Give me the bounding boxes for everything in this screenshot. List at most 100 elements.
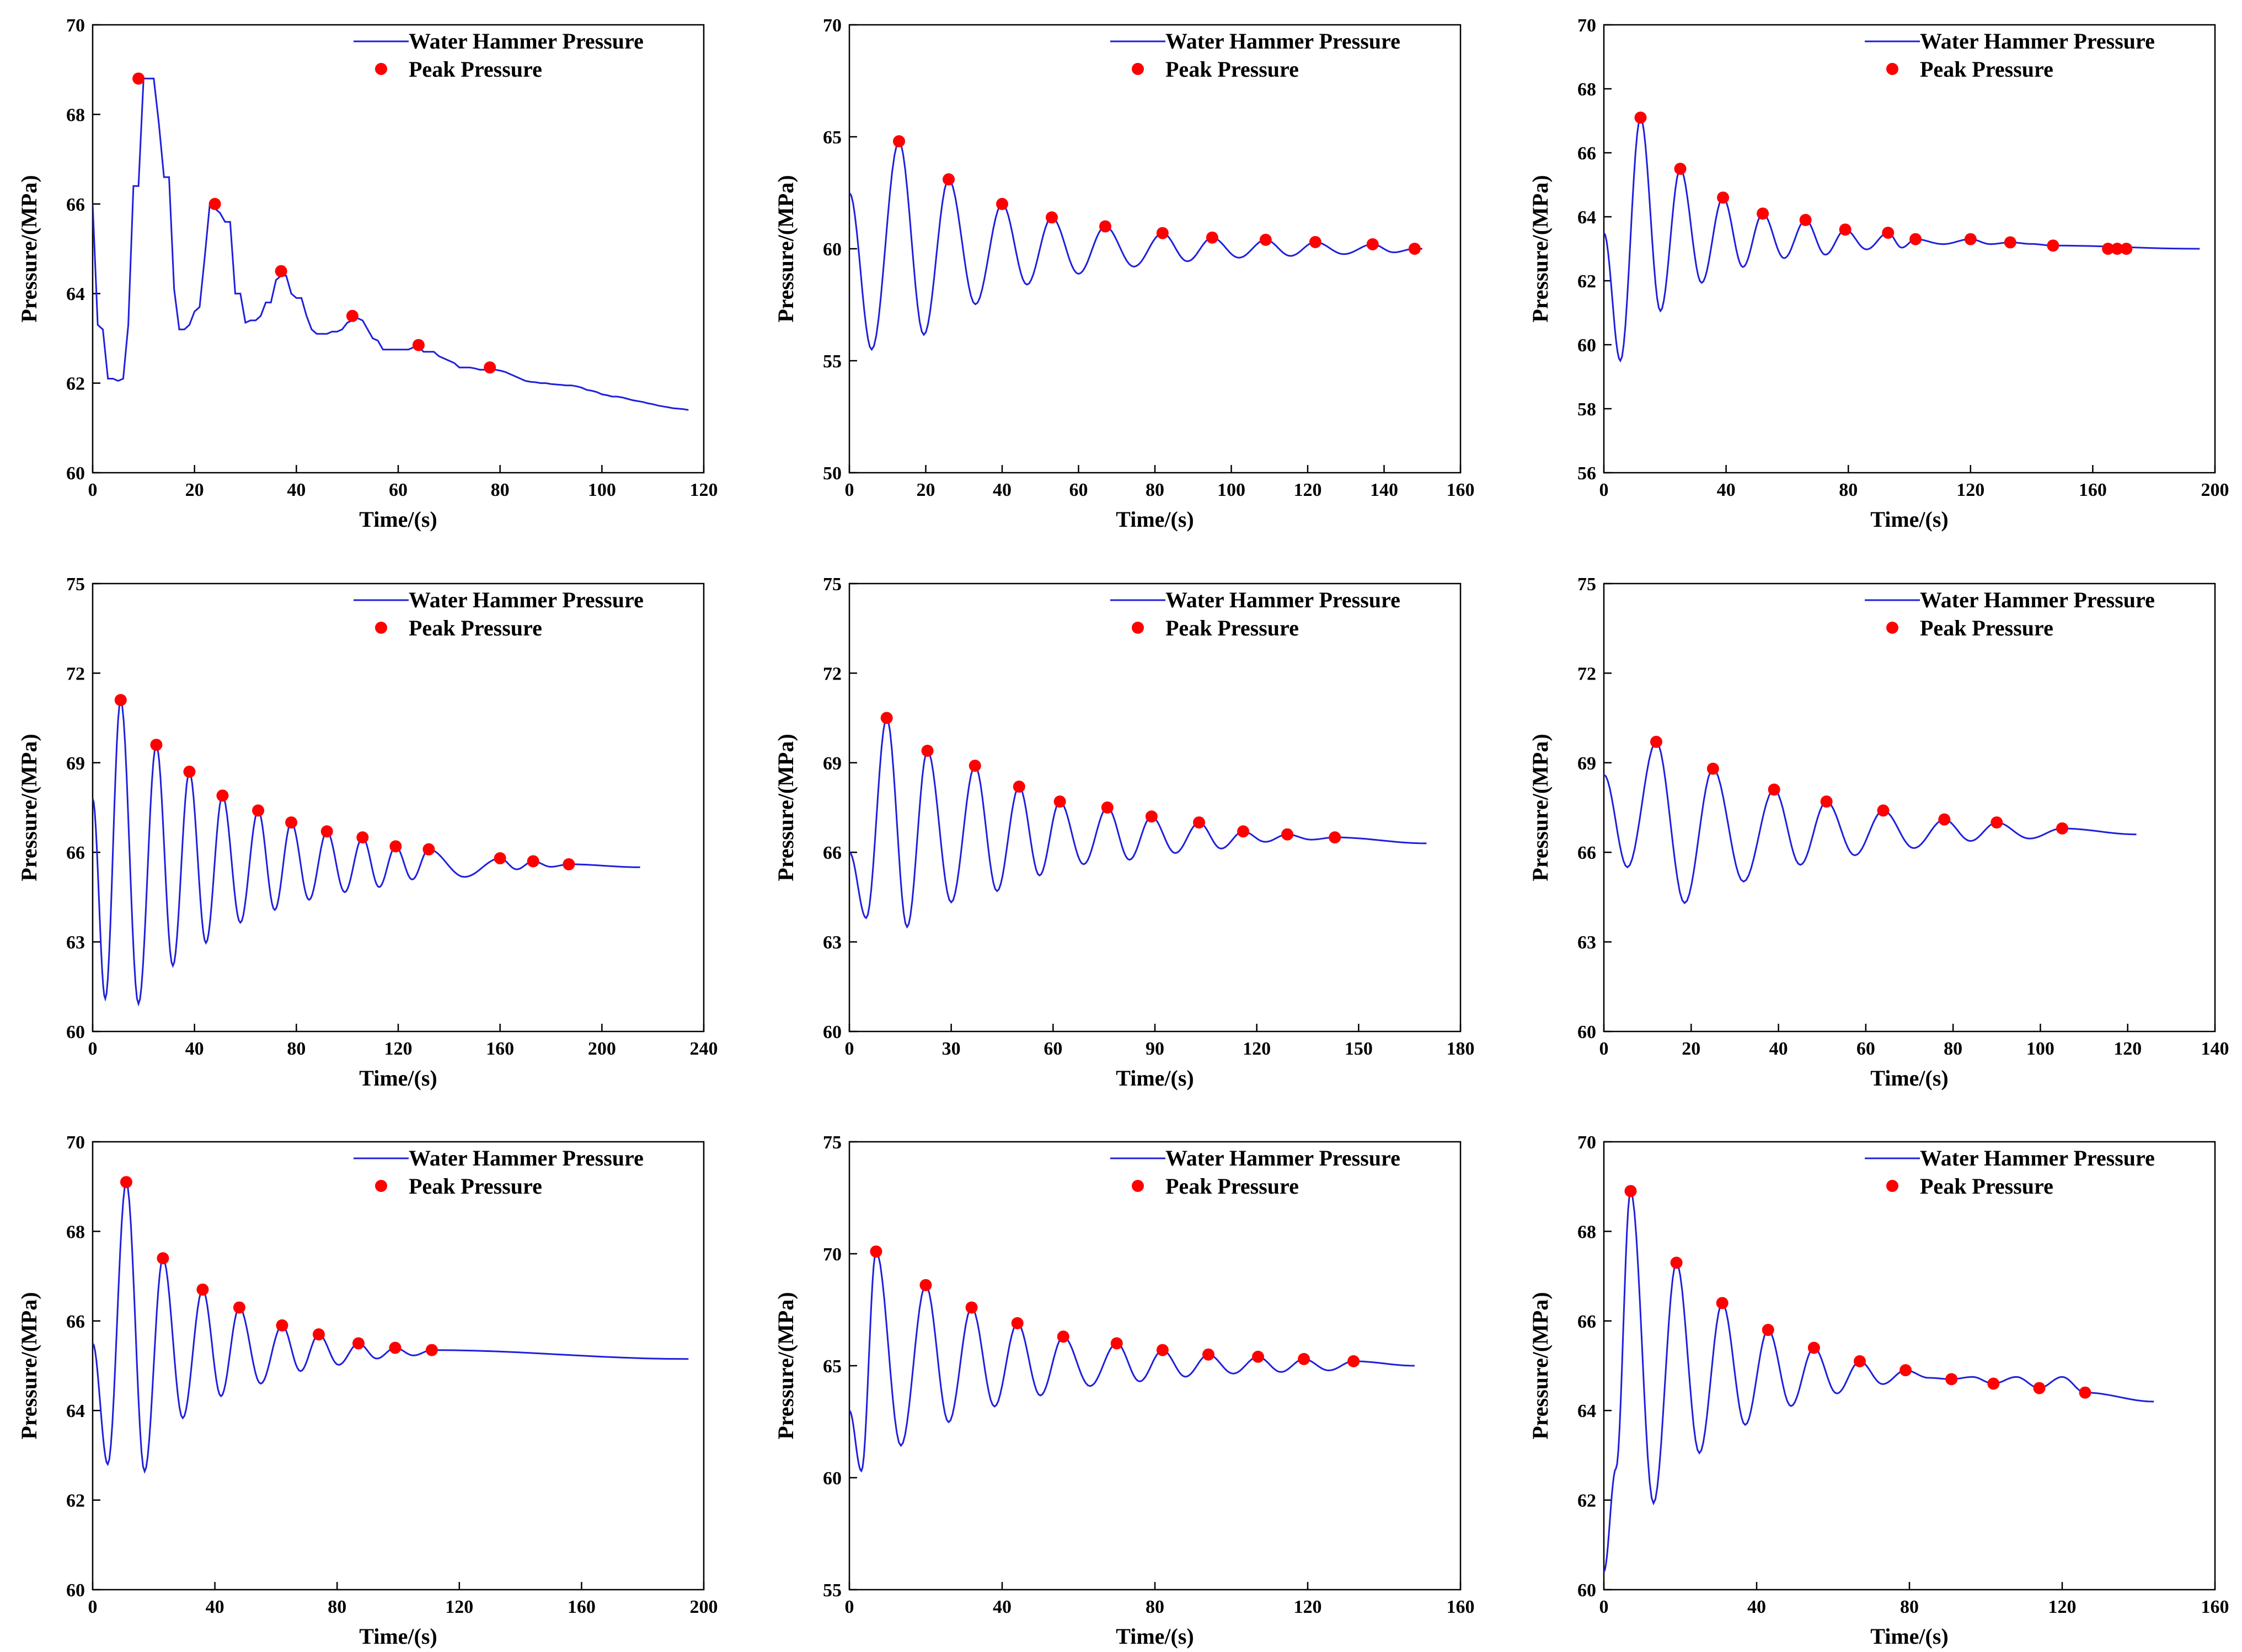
y-tick-label: 70 <box>66 1132 85 1153</box>
x-tick-label: 160 <box>486 1039 514 1059</box>
x-tick-label: 30 <box>942 1039 961 1059</box>
peak-marker <box>494 852 506 865</box>
x-axis-label: Time/(s) <box>1870 1624 1948 1649</box>
x-tick-label: 180 <box>1447 1039 1475 1059</box>
peak-marker <box>120 1176 132 1189</box>
peak-marker <box>150 739 163 751</box>
y-tick-label: 69 <box>1577 753 1596 774</box>
x-tick-label: 160 <box>2079 480 2107 500</box>
peak-marker <box>1674 163 1687 175</box>
peak-marker <box>1839 223 1852 236</box>
peak-marker <box>276 1319 288 1332</box>
y-tick-label: 69 <box>823 753 842 774</box>
peak-marker <box>893 135 906 148</box>
chart-panel: 0 20 40 60 80 100 120 60 62 64 66 68 70 Time/(s) Press… <box>17 15 718 532</box>
y-tick-label: 66 <box>1577 1312 1596 1332</box>
peak-marker <box>1987 1377 2000 1390</box>
peak-marker <box>1624 1185 1637 1197</box>
legend-marker-swatch <box>1886 622 1898 634</box>
peak-marker <box>1202 1348 1214 1361</box>
x-tick-label: 80 <box>1146 1597 1164 1617</box>
y-tick-label: 63 <box>1577 933 1596 953</box>
chart-panel: 0 40 80 120 160 200 56 58 60 62 64 66 68 70 Time/(s) Pr… <box>1528 15 2229 532</box>
x-axis-label: Time/(s) <box>1116 1624 1194 1649</box>
peak-marker <box>996 197 1008 210</box>
chart-panel: 0 40 80 120 160 200 240 60 63 66 69 72 75 Time/(s) Pre… <box>17 574 718 1090</box>
peak-marker <box>2120 243 2133 255</box>
legend-line-label: Water Hammer Pressure <box>1165 29 1400 54</box>
legend-marker-swatch <box>1132 63 1144 75</box>
peak-marker <box>1964 233 1977 245</box>
y-tick-label: 64 <box>1577 207 1596 228</box>
peak-marker <box>389 840 402 853</box>
peak-marker <box>943 173 955 186</box>
peak-marker <box>422 843 435 856</box>
x-tick-label: 200 <box>690 1597 718 1617</box>
peak-marker <box>1757 207 1769 220</box>
y-tick-label: 64 <box>66 284 85 304</box>
plot-frame <box>92 1141 705 1591</box>
y-axis-label: Pressure/(MPa) <box>1528 1292 1553 1439</box>
y-tick-label: 60 <box>823 239 842 260</box>
peak-marker <box>965 1301 978 1314</box>
peak-marker <box>1156 227 1169 239</box>
peak-marker <box>1899 1364 1912 1377</box>
y-axis-label: Pressure/(MPa) <box>17 734 41 881</box>
chart-panel: 0 30 60 90 120 150 180 60 63 66 69 72 75 Time/(s) Pres… <box>773 574 1475 1090</box>
peak-marker <box>1716 1297 1729 1309</box>
peak-marker <box>2047 239 2059 252</box>
legend-marker-label: Peak Pressure <box>1165 1174 1299 1199</box>
x-axis-label: Time/(s) <box>1870 507 1948 532</box>
y-tick-label: 66 <box>66 843 85 863</box>
y-tick-label: 55 <box>823 351 842 372</box>
x-tick-label: 40 <box>185 1039 204 1059</box>
x-tick-label: 80 <box>328 1597 346 1617</box>
peak-marker <box>183 766 196 778</box>
peak-marker <box>1206 231 1218 244</box>
peak-marker <box>1237 825 1250 838</box>
legend-marker-label: Peak Pressure <box>1165 57 1299 82</box>
y-tick-label: 72 <box>823 664 842 684</box>
plot-frame <box>1603 24 2216 474</box>
x-tick-label: 120 <box>445 1597 473 1617</box>
x-tick-label: 40 <box>1717 480 1736 500</box>
x-tick-label: 40 <box>206 1597 224 1617</box>
legend-marker-swatch <box>375 1180 387 1192</box>
x-tick-label: 150 <box>1345 1039 1373 1059</box>
legend-marker-swatch <box>1132 1180 1144 1192</box>
peak-marker <box>880 712 893 724</box>
x-tick-label: 120 <box>384 1039 413 1059</box>
x-tick-label: 160 <box>1447 1597 1475 1617</box>
x-tick-label: 20 <box>917 480 935 500</box>
x-axis-label: Time/(s) <box>1116 507 1194 532</box>
x-tick-label: 120 <box>1294 1597 1322 1617</box>
x-tick-label: 20 <box>1682 1039 1700 1059</box>
legend-marker-label: Peak Pressure <box>1920 616 2053 640</box>
y-tick-label: 60 <box>1577 1580 1596 1601</box>
x-tick-label: 80 <box>1900 1597 1919 1617</box>
legend-marker-label: Peak Pressure <box>409 616 542 640</box>
x-tick-label: 240 <box>690 1039 718 1059</box>
legend: Water Hammer Pressure Peak Pressure <box>1865 29 2155 82</box>
y-axis-label: Pressure/(MPa) <box>17 175 41 322</box>
y-tick-label: 60 <box>66 1022 85 1042</box>
y-tick-label: 60 <box>823 1022 842 1042</box>
legend-marker-label: Peak Pressure <box>1165 616 1299 640</box>
x-tick-label: 200 <box>588 1039 616 1059</box>
y-tick-label: 64 <box>1577 1401 1596 1421</box>
y-tick-label: 66 <box>1577 843 1596 863</box>
peak-marker <box>1877 804 1890 817</box>
x-tick-label: 120 <box>2113 1039 2142 1059</box>
peak-marker <box>919 1279 932 1291</box>
peak-marker <box>1853 1355 1866 1367</box>
legend: Water Hammer Pressure Peak Pressure <box>354 1146 644 1199</box>
peak-marker <box>312 1328 325 1341</box>
x-tick-label: 0 <box>845 1039 854 1059</box>
y-tick-label: 75 <box>823 574 842 595</box>
y-tick-label: 60 <box>1577 1022 1596 1042</box>
x-tick-label: 200 <box>2201 480 2229 500</box>
peak-marker <box>527 855 539 868</box>
peak-marker <box>132 72 145 85</box>
peak-marker <box>1193 816 1206 829</box>
